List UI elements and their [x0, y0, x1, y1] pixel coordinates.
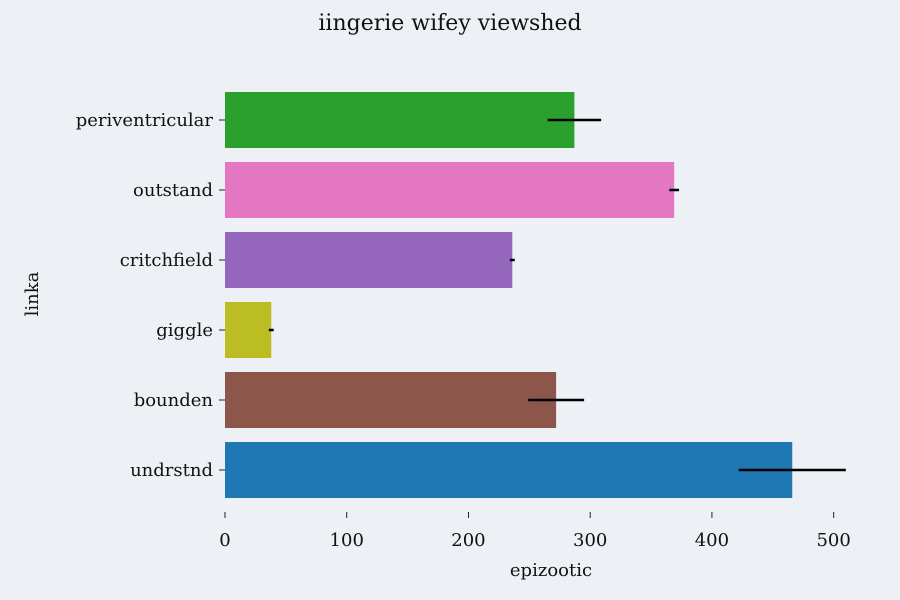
y-axis-ticks: periventricular outstand critchfield giggle… — [76, 110, 225, 481]
x-axis-ticks: 0 100 200 300 400 500 — [219, 512, 851, 551]
bar-outstand — [225, 162, 675, 218]
bar-bounden — [225, 372, 557, 428]
bar-periventricular — [225, 92, 575, 148]
y-tick-label-periventricular: periventricular — [76, 110, 214, 131]
y-tick-label-critchfield: critchfield — [120, 250, 213, 271]
y-axis-label: linka — [22, 271, 43, 316]
y-tick-label-undrstnd: undrstnd — [130, 460, 213, 481]
x-tick-label-200: 200 — [451, 530, 485, 551]
chart-title: iingerie wifey viewshed — [318, 11, 581, 36]
x-tick-label-0: 0 — [219, 530, 230, 551]
x-tick-label-500: 500 — [816, 530, 850, 551]
bar-giggle — [225, 302, 272, 358]
y-tick-label-bounden: bounden — [134, 390, 214, 411]
x-axis-label: epizootic — [510, 560, 592, 581]
bar-undrstnd — [225, 442, 793, 498]
y-tick-label-outstand: outstand — [133, 180, 213, 201]
x-tick-label-400: 400 — [695, 530, 729, 551]
bar-critchfield — [225, 232, 513, 288]
y-tick-label-giggle: giggle — [156, 320, 213, 341]
error-bars-group — [268, 118, 846, 472]
bars-group — [225, 92, 793, 498]
x-tick-label-300: 300 — [573, 530, 607, 551]
x-tick-label-100: 100 — [330, 530, 364, 551]
